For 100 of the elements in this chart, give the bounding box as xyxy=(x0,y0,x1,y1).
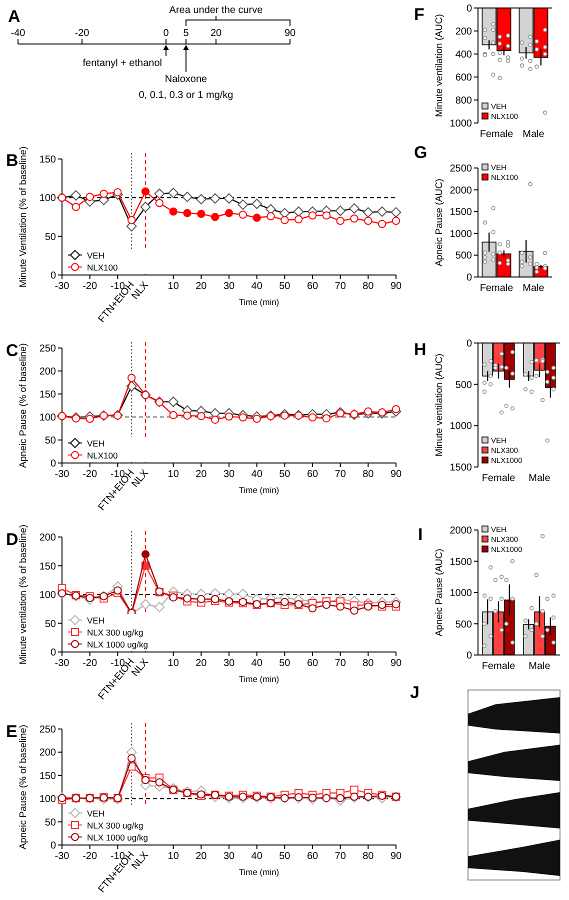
y-tick-label: 2500 xyxy=(450,164,472,174)
y-tick-label: 1500 xyxy=(450,207,472,218)
x-tick-label: -20 xyxy=(82,658,98,669)
y-tick-label: 0 xyxy=(466,272,472,284)
x-axis-title: Time (min) xyxy=(238,297,280,307)
x-tick-label: Female xyxy=(482,661,516,672)
y-tick-label: 2000 xyxy=(450,185,472,196)
y-axis-title: Minute ventilation (AUC) xyxy=(434,14,445,117)
y-tick-label: 100 xyxy=(39,193,56,204)
y-tick-label: 0 xyxy=(50,648,56,658)
y-tick-label: 600 xyxy=(455,72,472,84)
x-tick-label: -30 xyxy=(54,281,70,292)
y-tick-label: 250 xyxy=(39,724,56,736)
x-tick-label: 60 xyxy=(306,851,318,862)
y-tick-label: 0 xyxy=(466,4,472,14)
legend-label: NLX 1000 ug/kg xyxy=(87,640,148,650)
legend-label: NLX100 xyxy=(87,450,118,460)
x-tick-label: 60 xyxy=(306,469,318,480)
x-tick-label: 20 xyxy=(196,658,208,669)
x-tick-label: 90 xyxy=(390,658,402,669)
x-tick-label: Female xyxy=(482,473,516,484)
y-axis-title: Minute Ventilation (% of baseline) xyxy=(18,146,29,288)
chart-title: I xyxy=(418,525,423,544)
y-tick-label: 50 xyxy=(44,817,56,828)
y-tick-label: 0 xyxy=(466,338,472,350)
x-tick-label: 20 xyxy=(196,851,208,862)
x-axis-title: Time (min) xyxy=(238,674,280,684)
x-tick-label: Male xyxy=(522,129,545,140)
y-tick-label: 200 xyxy=(455,26,472,38)
x-tick-label: 50 xyxy=(279,281,291,292)
y-tick-label: 50 xyxy=(44,436,56,446)
x-tick-label: 80 xyxy=(362,281,374,292)
x-tick-label: 40 xyxy=(251,281,263,292)
x-tick-label: Male xyxy=(528,473,551,484)
x-tick-label: 30 xyxy=(223,469,235,480)
category-label: 0 xyxy=(163,28,170,39)
legend-label: VEH xyxy=(87,250,104,260)
x-tick-label: 30 xyxy=(223,658,235,669)
chart-title: B xyxy=(6,151,18,170)
y-tick-label: 2000 xyxy=(450,526,472,536)
y-tick-label: 500 xyxy=(455,250,472,262)
y-tick-label: 150 xyxy=(39,154,56,166)
x-tick-label: -20 xyxy=(82,281,98,292)
category-label: -40 xyxy=(10,28,26,39)
y-tick-label: 1000 xyxy=(450,228,472,240)
y-tick-label: 0 xyxy=(466,650,472,662)
x-tick-label: 10 xyxy=(168,281,180,292)
x-tick-label: 70 xyxy=(334,658,346,669)
chart-title: C xyxy=(6,341,18,360)
x-tick-label: Male xyxy=(528,661,551,672)
x-tick-label: 90 xyxy=(390,469,402,480)
y-tick-label: 200 xyxy=(39,532,56,544)
y-axis-title: Apneic Pause (AUC) xyxy=(434,548,445,636)
x-tick-label: -30 xyxy=(54,851,70,862)
y-tick-label: 200 xyxy=(39,748,56,759)
y-tick-label: 1000 xyxy=(450,118,472,130)
legend-label: VEH xyxy=(87,808,104,818)
y-tick-label: 50 xyxy=(44,618,56,630)
x-tick-label: 50 xyxy=(279,658,291,669)
y-tick-label: 100 xyxy=(39,794,56,806)
x-tick-label: 50 xyxy=(279,469,291,480)
chart-title: D xyxy=(6,530,18,549)
x-axis-title: Time (min) xyxy=(238,485,280,495)
x-tick-label: 90 xyxy=(390,851,402,862)
category-label: 5 xyxy=(183,28,190,39)
y-tick-label: 1000 xyxy=(450,421,472,432)
y-tick-label: 100 xyxy=(39,412,56,424)
y-tick-label: 0 xyxy=(50,270,56,282)
y-tick-label: 200 xyxy=(39,366,56,378)
x-tick-label: 20 xyxy=(196,281,208,292)
y-tick-label: 400 xyxy=(455,50,472,60)
legend-label: NLX100 xyxy=(87,262,118,272)
legend-label: VEH xyxy=(87,438,104,448)
x-tick-label: 30 xyxy=(223,851,235,862)
x-axis-title: Time (min) xyxy=(238,867,280,877)
y-tick-label: 1500 xyxy=(450,556,472,568)
x-tick-label: 80 xyxy=(362,851,374,862)
y-tick-label: 50 xyxy=(44,232,56,243)
y-tick-label: 500 xyxy=(455,619,472,630)
x-tick-label: 30 xyxy=(223,281,235,292)
y-tick-label: 150 xyxy=(39,561,56,572)
x-tick-label: 40 xyxy=(251,469,263,480)
y-tick-label: 150 xyxy=(39,770,56,782)
chart-title: E xyxy=(6,722,18,741)
y-axis-title: Minute ventilation (% of baseline) xyxy=(18,524,29,664)
legend-label: NLX 300 ug/kg xyxy=(87,820,144,830)
y-tick-label: 0 xyxy=(50,840,56,852)
x-tick-label: 40 xyxy=(251,851,263,862)
text: Area under the curve xyxy=(169,5,263,16)
legend-label: NLX 1000 ug/kg xyxy=(87,832,148,842)
x-tick-label: Female xyxy=(480,283,514,294)
text: Naloxone xyxy=(164,74,208,85)
y-tick-label: 1500 xyxy=(450,462,472,474)
x-tick-label: 20 xyxy=(196,469,208,480)
x-tick-label: 70 xyxy=(334,281,346,292)
x-tick-label: -20 xyxy=(82,469,98,480)
x-tick-label: Female xyxy=(480,129,514,140)
y-tick-label: 1000 xyxy=(450,588,472,599)
y-tick-label: 250 xyxy=(39,344,56,354)
text: 0, 0.1, 0.3 or 1 mg/kg xyxy=(138,90,234,101)
